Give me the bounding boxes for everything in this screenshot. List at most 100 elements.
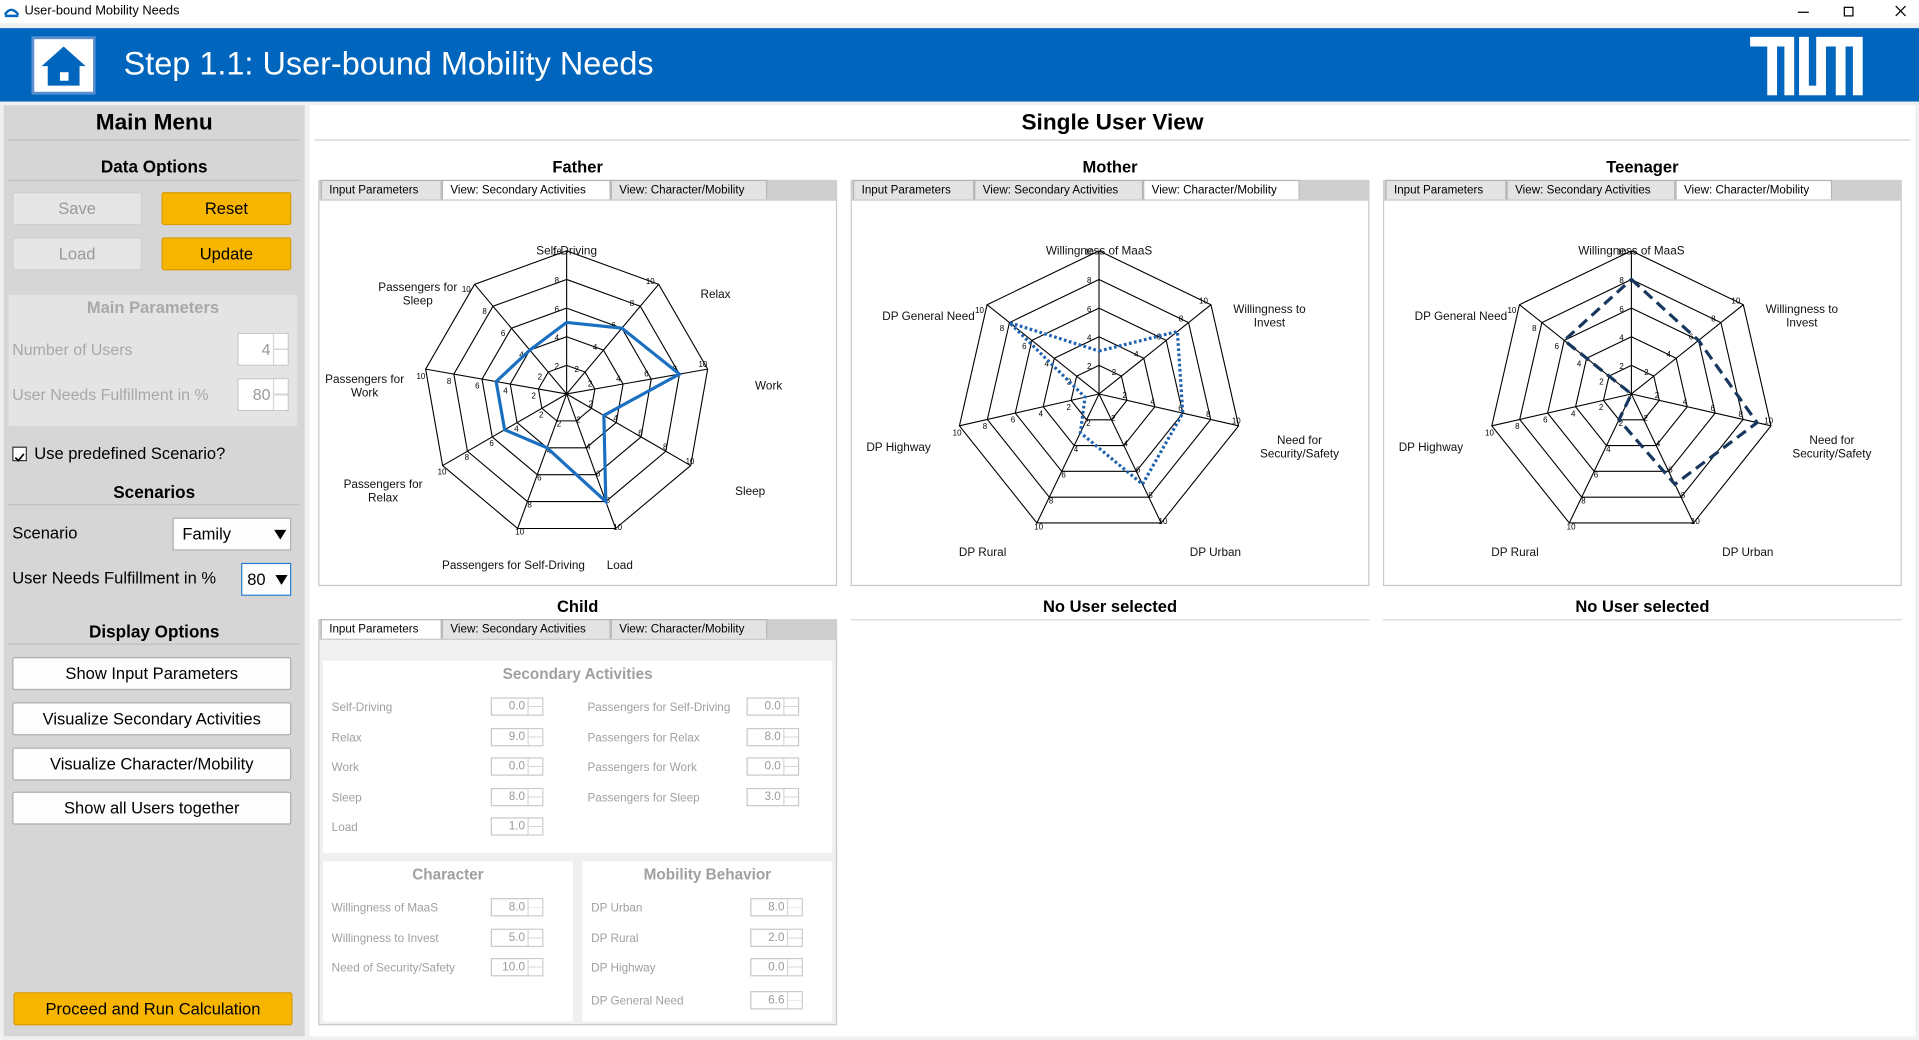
fulfillment-dropdown[interactable]: 80: [241, 562, 292, 596]
tab[interactable]: Input Parameters: [320, 619, 442, 639]
r-tick-label: 6: [1619, 305, 1624, 314]
visualize-character-button[interactable]: Visualize Character/Mobility: [12, 747, 292, 781]
single-user-view: Single User View Father Input Parameters V…: [309, 105, 1916, 1037]
grid-ring: [481, 307, 652, 476]
r-tick-label: 2: [1122, 391, 1127, 400]
r-tick-label: 6: [1022, 342, 1027, 351]
value-input[interactable]: 0.0: [750, 958, 803, 977]
save-button[interactable]: Save: [12, 192, 142, 226]
tab[interactable]: View: Character/Mobility: [610, 619, 768, 639]
spoke: [1630, 393, 1695, 524]
spoke: [1631, 304, 1744, 395]
visualize-secondary-button[interactable]: Visualize Secondary Activities: [12, 702, 292, 736]
field-label: Willingness to Invest: [331, 931, 439, 946]
grid-ring: [425, 250, 709, 530]
value-input[interactable]: 5.0: [490, 928, 544, 947]
tab[interactable]: View: Character/Mobility: [610, 179, 768, 200]
value-input[interactable]: 2.0: [750, 928, 803, 947]
value-input[interactable]: 8.0: [490, 787, 544, 806]
value-input[interactable]: 0.0: [746, 697, 800, 716]
r-tick-label: 2: [1111, 414, 1116, 423]
show-input-button[interactable]: Show Input Parameters: [12, 657, 292, 691]
r-tick-label: 10: [1691, 517, 1700, 526]
character-box: Character Willingness of MaaS 8.0 Willingne…: [323, 861, 573, 1022]
value-input[interactable]: 8.0: [746, 727, 800, 746]
axis-label: DP Rural: [958, 546, 1007, 561]
scenario-dropdown[interactable]: Family: [172, 517, 292, 551]
fulfillment-input[interactable]: 80: [237, 378, 289, 412]
value-input[interactable]: 0.0: [746, 757, 800, 776]
r-tick-label: 4: [1134, 350, 1139, 359]
tab[interactable]: View: Character/Mobility: [1143, 179, 1300, 200]
r-tick-label: 4: [1577, 360, 1582, 369]
tab[interactable]: View: Character/Mobility: [1675, 179, 1833, 200]
load-button[interactable]: Load: [12, 237, 142, 271]
axis-label: DP Urban: [1189, 546, 1242, 561]
r-tick-label: 4: [1150, 397, 1155, 406]
r-tick-label: 4: [593, 343, 598, 352]
r-tick-label: 8: [1515, 422, 1520, 431]
tab[interactable]: View: Secondary Activities: [441, 179, 611, 200]
r-tick-label: 10: [1159, 517, 1168, 526]
dropdown-value: 80: [247, 570, 266, 589]
r-tick-label: 6: [1011, 416, 1016, 425]
section-title: Display Options: [88, 621, 220, 642]
close[interactable]: [1895, 5, 1906, 17]
separator: [850, 619, 1370, 621]
tab[interactable]: View: Secondary Activities: [974, 179, 1144, 200]
tab[interactable]: Input Parameters: [1385, 179, 1507, 200]
restore[interactable]: [1843, 6, 1854, 17]
tab[interactable]: Input Parameters: [320, 179, 442, 200]
r-tick-label: 10: [1617, 247, 1626, 256]
r-tick-label: 6: [638, 428, 643, 437]
proceed-button[interactable]: Proceed and Run Calculation: [13, 992, 293, 1026]
home-button[interactable]: [31, 36, 96, 95]
dropdown-arrow: [275, 575, 288, 585]
axis-label: Passengers for Work: [325, 373, 405, 401]
r-tick-label: 4: [519, 351, 524, 360]
user-profile-line: [494, 320, 683, 506]
grid-ring: [986, 278, 1212, 498]
r-tick-label: 2: [1643, 414, 1648, 423]
value-input[interactable]: 8.0: [750, 898, 803, 917]
field-label: Sleep: [331, 791, 362, 805]
section-title: Data Options: [100, 156, 208, 177]
value-input[interactable]: 1.0: [490, 817, 544, 836]
value-input[interactable]: 0.0: [490, 757, 544, 776]
tab[interactable]: Input Parameters: [853, 179, 975, 200]
update-button[interactable]: Update: [161, 237, 292, 271]
r-tick-label: 6: [1555, 342, 1560, 351]
value-input[interactable]: 3.0: [746, 787, 800, 806]
r-tick-label: 6: [1594, 471, 1599, 480]
value-input[interactable]: 6.6: [750, 990, 803, 1009]
user-title: Teenager: [1606, 157, 1679, 177]
r-tick-label: 8: [606, 496, 611, 505]
field-label: Passengers for Relax: [587, 731, 700, 745]
separator: [1382, 619, 1902, 621]
r-tick-label: 4: [1619, 333, 1624, 342]
r-tick-label: 2: [539, 410, 544, 419]
checkbox[interactable]: [12, 446, 27, 462]
r-tick-label: 2: [1599, 378, 1604, 387]
tab[interactable]: View: Secondary Activities: [441, 619, 611, 639]
r-tick-label: 10: [416, 372, 425, 381]
value-input[interactable]: 9.0: [490, 727, 544, 746]
r-tick-label: 2: [1067, 403, 1072, 412]
reset-button[interactable]: Reset: [161, 192, 292, 226]
show-all-button[interactable]: Show all Users together: [12, 791, 292, 825]
value-input[interactable]: 10.0: [490, 958, 544, 977]
r-tick-label: 4: [1666, 350, 1671, 359]
axis-label: DP General Need: [882, 309, 975, 324]
value-input[interactable]: 8.0: [490, 898, 544, 917]
number-of-users-input[interactable]: 4: [237, 332, 289, 366]
axis-label: Willingness to Invest: [1233, 303, 1306, 331]
r-tick-label: 8: [1000, 324, 1005, 333]
r-tick-label: 4: [586, 442, 591, 451]
tab[interactable]: View: Secondary Activities: [1506, 179, 1676, 200]
separator: [8, 643, 300, 645]
user-panel: Input Parameters View: Secondary Activiti…: [1382, 179, 1902, 587]
grid-ring: [1602, 364, 1660, 421]
value-input[interactable]: 0.0: [490, 697, 544, 716]
r-tick-label: 8: [1206, 410, 1211, 419]
tab-bar: Input Parameters View: Secondary Activiti…: [318, 179, 838, 200]
